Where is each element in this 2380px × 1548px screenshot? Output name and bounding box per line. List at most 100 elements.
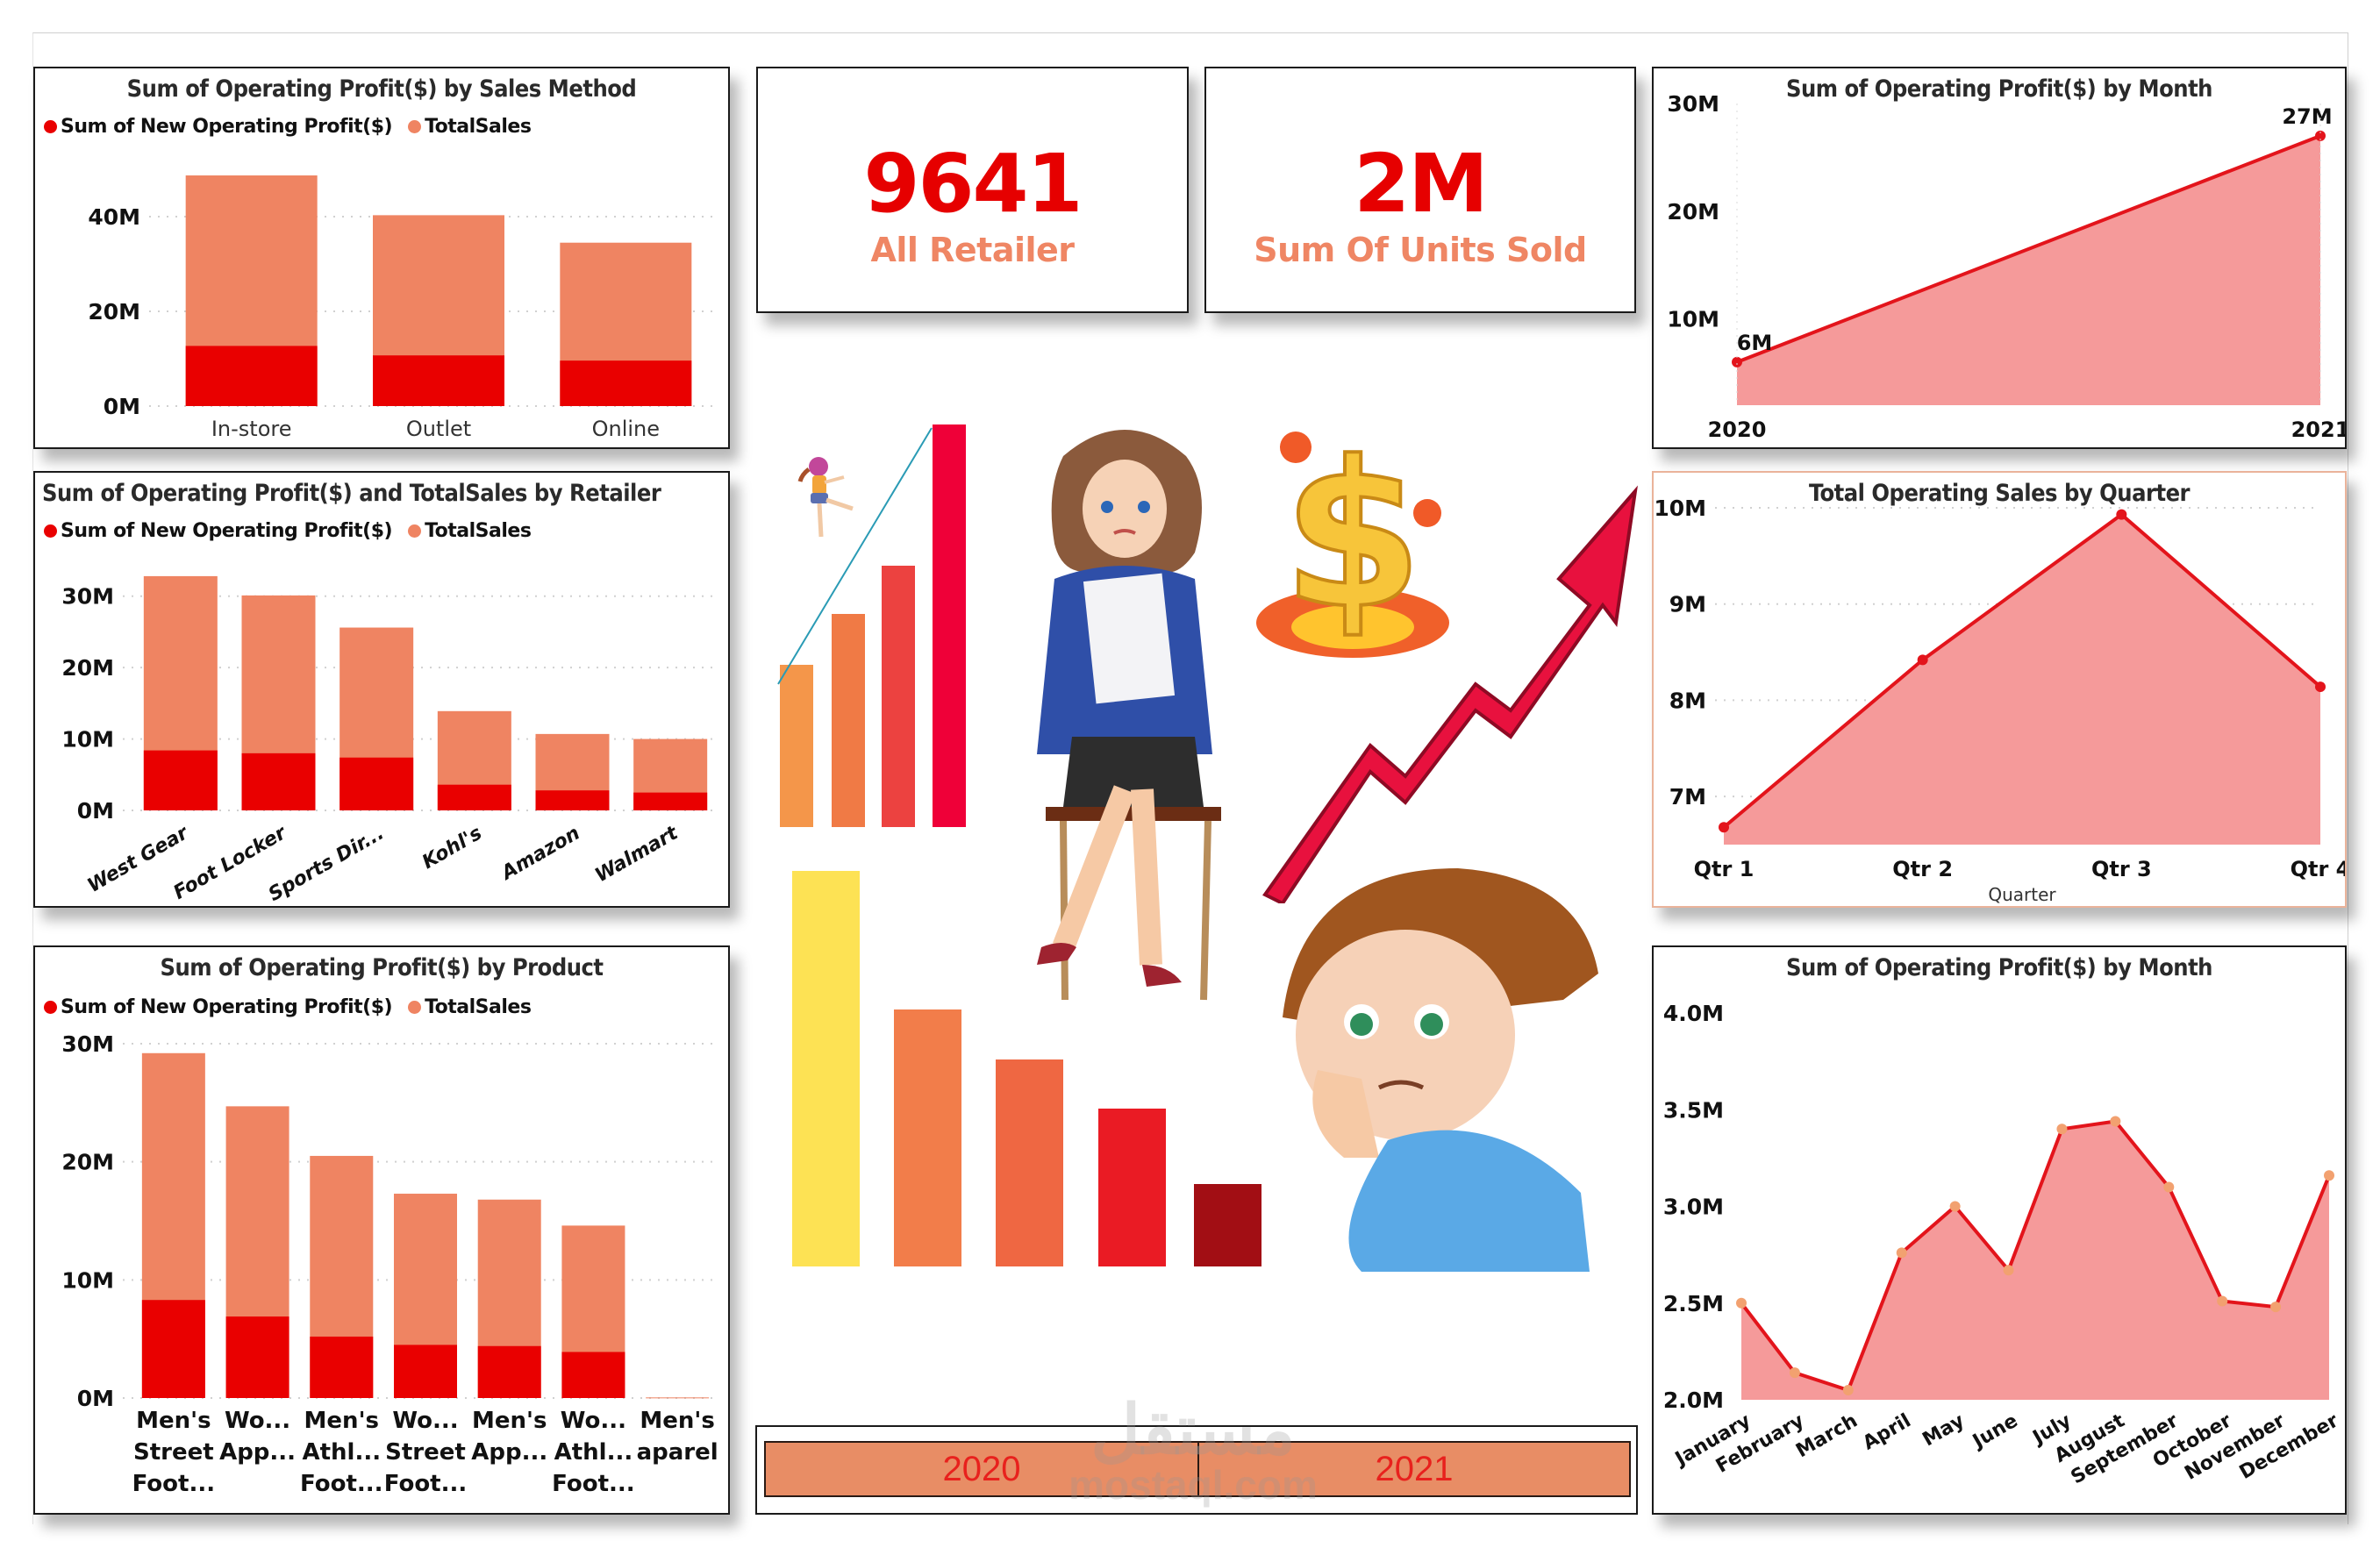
data-point[interactable] — [1736, 1297, 1747, 1309]
profit-by-year-chart-panel[interactable]: Sum of Operating Profit($) by Month 10M 2… — [1652, 67, 2347, 449]
profit-bar — [185, 346, 318, 406]
rising-bar — [832, 614, 865, 827]
profit-by-month-chart-panel[interactable]: Sum of Operating Profit($) by Month 2.0M… — [1652, 945, 2347, 1515]
x-tick-label: Qtr 1 — [1694, 857, 1755, 881]
x-tick-label: Qtr 3 — [2091, 857, 2152, 881]
slicer-option-2021[interactable]: 2021 — [1197, 1441, 1631, 1497]
bar-group[interactable] — [143, 575, 218, 810]
x-tick-label: Street — [385, 1439, 466, 1466]
kpi-card-units-sold[interactable]: 2M Sum Of Units Sold — [1204, 67, 1636, 313]
y-tick-label: 30M — [61, 584, 114, 610]
kpi-card-all-retailer[interactable]: 9641 All Retailer — [756, 67, 1189, 313]
kpi-label: All Retailer — [870, 231, 1075, 269]
data-point[interactable] — [1719, 822, 1729, 833]
product-chart-panel[interactable]: Sum of Operating Profit($) by Product Su… — [33, 945, 730, 1515]
data-point[interactable] — [1789, 1367, 1800, 1379]
bar-group[interactable] — [225, 1106, 289, 1398]
profit-bar — [225, 1316, 289, 1398]
bar-group[interactable] — [561, 1225, 625, 1398]
x-axis-title: Quarter — [1988, 884, 2056, 905]
data-point[interactable] — [2315, 681, 2326, 693]
y-tick-label: 3.5M — [1663, 1097, 1724, 1123]
legend-item-profit[interactable]: Sum of New Operating Profit($) — [44, 520, 393, 542]
falling-bar — [1098, 1109, 1166, 1266]
product-bar-chart[interactable]: 0M10M20M30MMen'sStreetFoot...Wo...App...… — [35, 947, 728, 1513]
bar-group[interactable] — [437, 710, 511, 810]
x-tick-label: 2020 — [1708, 417, 1767, 442]
profit-bar — [477, 1345, 541, 1398]
x-tick-label: Foot... — [552, 1471, 635, 1497]
legend-item-totalsales[interactable]: TotalSales — [408, 520, 532, 542]
data-point[interactable] — [1896, 1247, 1907, 1259]
bar-group[interactable] — [535, 733, 610, 810]
bar-group[interactable] — [646, 1397, 710, 1399]
data-point[interactable] — [2315, 130, 2326, 141]
x-tick-label: March — [1792, 1410, 1862, 1463]
decorative-illustration: $ — [756, 333, 1638, 1412]
y-tick-label: 30M — [1667, 91, 1719, 117]
x-tick-label: App... — [219, 1439, 296, 1466]
profit-by-month-area-chart[interactable]: 2.0M2.5M3.0M3.5M4.0MJanuaryFebruaryMarch… — [1654, 947, 2345, 1513]
x-tick-label: Wo... — [225, 1408, 290, 1434]
slicer-option-2020[interactable]: 2020 — [764, 1441, 1199, 1497]
x-tick-label: App... — [471, 1439, 547, 1466]
x-tick-label: Men's — [640, 1408, 714, 1434]
legend-dot-icon — [408, 120, 422, 133]
profit-bar — [437, 784, 511, 810]
profit-bar — [241, 753, 316, 810]
falling-bar — [894, 1009, 961, 1266]
x-tick-label: Qtr 4 — [2291, 857, 2345, 881]
data-point[interactable] — [1842, 1384, 1854, 1395]
sales-method-chart-panel[interactable]: Sum of Operating Profit($) by Sales Meth… — [33, 67, 730, 449]
data-point[interactable] — [1917, 654, 1928, 666]
x-tick-label: Men's — [136, 1408, 211, 1434]
quarter-area-chart[interactable]: 7M 8M 9M 10M Qtr 1 Qtr 2 Qtr 3 Qtr 4 Quarter — [1654, 473, 2345, 906]
sales-method-bar-chart[interactable]: 0M 20M 40M In-store Outlet Online — [35, 68, 728, 447]
bar-group[interactable] — [241, 595, 316, 810]
bar-group[interactable] — [633, 738, 708, 810]
chart-legend: Sum of New Operating Profit($) TotalSale… — [44, 996, 532, 1018]
data-point[interactable] — [2324, 1170, 2334, 1181]
trend-line — [1740, 1119, 2331, 1393]
data-point[interactable] — [2163, 1181, 2175, 1193]
falling-bar — [792, 871, 860, 1266]
x-tick-label: April — [1859, 1410, 1914, 1455]
totalsales-bar — [646, 1397, 710, 1399]
bar-group[interactable] — [560, 242, 692, 406]
y-tick-label: 30M — [61, 1031, 114, 1057]
y-tick-label: 10M — [1667, 307, 1719, 332]
data-point[interactable] — [1949, 1201, 1961, 1212]
bar-group[interactable] — [339, 627, 414, 810]
x-tick-label: In-store — [211, 417, 292, 441]
data-point[interactable] — [2110, 1116, 2121, 1127]
worried-boy-illustration — [1283, 868, 1598, 1272]
legend-item-totalsales[interactable]: TotalSales — [408, 996, 532, 1018]
legend-dot-icon — [44, 1001, 57, 1014]
kpi-label: Sum Of Units Sold — [1254, 231, 1587, 269]
x-tick-label: June — [1968, 1410, 2021, 1454]
area-fill — [1737, 135, 2320, 405]
chart-title: Sum of Operating Profit($) by Month — [1786, 954, 2212, 981]
y-tick-label: 10M — [1654, 496, 1706, 521]
bar-group[interactable] — [373, 215, 504, 406]
data-point[interactable] — [2056, 1124, 2068, 1135]
bar-group[interactable] — [394, 1194, 457, 1398]
legend-item-totalsales[interactable]: TotalSales — [408, 116, 532, 138]
profit-bar — [373, 355, 504, 406]
bar-group[interactable] — [477, 1199, 541, 1398]
legend-item-profit[interactable]: Sum of New Operating Profit($) — [44, 996, 393, 1018]
data-point[interactable] — [2270, 1302, 2282, 1313]
data-point[interactable] — [2217, 1295, 2228, 1307]
bar-group[interactable] — [185, 175, 318, 406]
chart-legend: Sum of New Operating Profit($) TotalSale… — [44, 116, 532, 138]
legend-item-profit[interactable]: Sum of New Operating Profit($) — [44, 116, 393, 138]
data-point[interactable] — [2116, 509, 2127, 520]
retailer-chart-panel[interactable]: Sum of Operating Profit($) and TotalSale… — [33, 471, 730, 908]
data-point[interactable] — [1732, 356, 1742, 367]
bar-group[interactable] — [141, 1052, 205, 1398]
data-point[interactable] — [2003, 1265, 2014, 1276]
quarter-chart-panel[interactable]: Total Operating Sales by Quarter 7M 8M 9M 1… — [1652, 471, 2347, 908]
bar-group[interactable] — [310, 1155, 374, 1398]
profit-by-year-area-chart[interactable]: 10M 20M 30M 6M 2020 27M 2021 — [1654, 68, 2345, 447]
